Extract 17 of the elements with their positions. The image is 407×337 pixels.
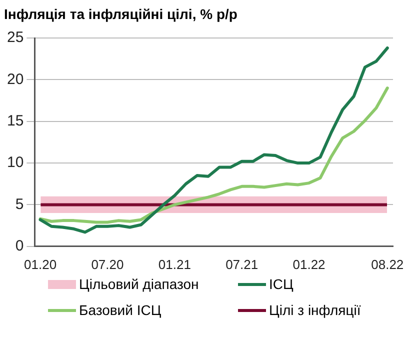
legend-label: Цілі з інфляції	[269, 302, 361, 318]
y-tick-label: 5	[15, 196, 24, 213]
legend-label: Цільовий діапазон	[79, 276, 199, 292]
legend-label: ІСЦ	[269, 276, 294, 292]
chart-title: Інфляція та інфляційні цілі, % р/р	[3, 5, 238, 24]
y-tick-label: 15	[6, 112, 24, 130]
y-tick-label: 25	[6, 29, 24, 46]
x-tick-label: 01.20	[24, 256, 57, 272]
y-tick-label: 10	[6, 154, 24, 172]
x-tick-label: 01.21	[158, 256, 191, 272]
x-tick-label: 07.21	[226, 256, 258, 272]
x-tick-label: 01.22	[292, 256, 326, 272]
legend-label: Базовий ІСЦ	[79, 302, 162, 318]
x-tick-label: 07.20	[91, 256, 124, 272]
y-tick-label: 20	[6, 70, 24, 88]
x-tick-label: 08.22	[371, 256, 404, 272]
y-tick-label: 0	[15, 238, 24, 255]
